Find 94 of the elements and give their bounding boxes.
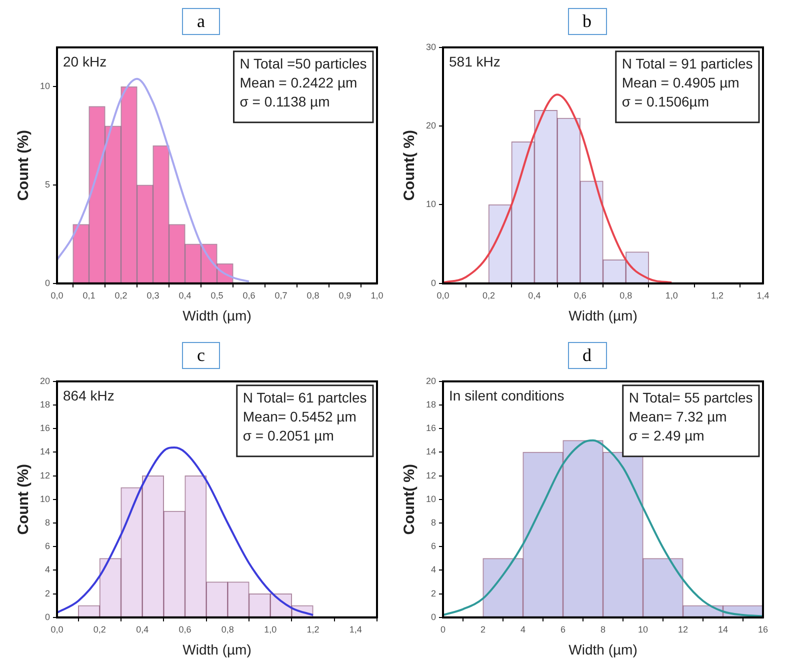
annotation: In silent conditions bbox=[449, 387, 564, 404]
y-tick-label: 14 bbox=[40, 446, 50, 457]
x-tick-label: 14 bbox=[718, 624, 728, 634]
y-tick-label: 0 bbox=[430, 278, 436, 288]
chart-title: d bbox=[568, 342, 606, 369]
y-tick-label: 10 bbox=[40, 81, 50, 92]
y-tick-label: 2 bbox=[430, 588, 436, 598]
annotation: 581 kHz bbox=[449, 53, 500, 70]
y-tick-label: 6 bbox=[44, 541, 50, 552]
x-tick-label: 0,8 bbox=[221, 624, 234, 634]
y-tick-label: 10 bbox=[426, 199, 436, 210]
y-tick-label: 20 bbox=[40, 376, 50, 386]
y-tick-label: 4 bbox=[44, 564, 50, 575]
x-tick-label: 0,6 bbox=[178, 624, 192, 634]
y-tick-label: 16 bbox=[426, 423, 436, 434]
chart-title: a bbox=[182, 8, 220, 35]
x-tick-label: 8 bbox=[600, 624, 606, 634]
x-tick-label: 10 bbox=[638, 624, 648, 634]
x-tick-label: 0,8 bbox=[620, 290, 632, 300]
x-tick-label: 1,4 bbox=[756, 290, 770, 300]
annotation: N Total= 61 partcles bbox=[242, 389, 367, 406]
y-axis-title: Count( %) bbox=[401, 130, 418, 201]
x-tick-label: 0,4 bbox=[178, 290, 192, 300]
x-tick-label: 0,2 bbox=[114, 290, 128, 300]
annotation: σ = 2.49 µm bbox=[628, 427, 704, 444]
y-tick-label: 0 bbox=[44, 278, 50, 288]
annotation: Mean = 0.4905 µm bbox=[622, 74, 740, 90]
x-tick-label: 0,0 bbox=[50, 290, 64, 300]
x-tick-label: 0,7 bbox=[274, 290, 288, 300]
y-tick-label: 8 bbox=[44, 517, 50, 528]
x-tick-label: 2 bbox=[480, 624, 486, 634]
x-tick-label: 0,9 bbox=[338, 290, 352, 300]
y-tick-label: 12 bbox=[40, 470, 50, 480]
y-tick-label: 14 bbox=[426, 446, 436, 457]
x-tick-label: 0,5 bbox=[210, 290, 224, 300]
x-tick-label: 0,8 bbox=[306, 290, 320, 300]
x-tick-label: 16 bbox=[758, 624, 768, 634]
annotation: 20 kHz bbox=[63, 53, 107, 70]
x-tick-label: 0,4 bbox=[528, 290, 541, 300]
annotation: Mean = 0.2422 µm bbox=[240, 74, 358, 90]
annotation: σ = 0.1138 µm bbox=[240, 93, 330, 110]
annotation: Mean= 7.32 µm bbox=[628, 408, 727, 424]
x-axis-title: Width (µm) bbox=[182, 307, 252, 324]
x-tick-label: 12 bbox=[678, 624, 688, 634]
y-axis-title: Count( %) bbox=[401, 464, 418, 535]
y-axis-title: Count (%) bbox=[15, 130, 32, 201]
annotation: N Total= 55 partcles bbox=[628, 389, 753, 406]
x-tick-label: 0,3 bbox=[146, 290, 160, 300]
y-tick-label: 16 bbox=[40, 423, 50, 434]
x-axis-title: Width (µm) bbox=[568, 307, 638, 324]
x-tick-label: 0,2 bbox=[93, 624, 106, 634]
x-axis-title: Width (µm) bbox=[182, 641, 252, 658]
x-tick-label: 0,4 bbox=[136, 624, 149, 634]
y-axis-title: Count (%) bbox=[15, 464, 32, 535]
annotation: σ = 0.2051 µm bbox=[242, 427, 334, 444]
x-tick-label: 6 bbox=[560, 624, 566, 634]
y-tick-label: 4 bbox=[430, 564, 436, 575]
x-tick-label: 0,6 bbox=[242, 290, 256, 300]
y-tick-label: 10 bbox=[426, 494, 436, 504]
chart-title: c bbox=[182, 342, 220, 369]
x-tick-label: 0 bbox=[440, 624, 446, 634]
y-tick-label: 18 bbox=[426, 399, 436, 410]
y-tick-label: 18 bbox=[40, 399, 50, 410]
annotation: 864 kHz bbox=[63, 387, 114, 404]
y-tick-label: 6 bbox=[430, 541, 436, 552]
chart-title: b bbox=[568, 8, 606, 35]
annotation: σ = 0.1506µm bbox=[622, 93, 710, 110]
x-tick-label: 0,2 bbox=[482, 290, 495, 300]
x-tick-label: 0,1 bbox=[82, 290, 96, 300]
x-tick-label: 1,2 bbox=[711, 290, 724, 300]
x-axis-title: Width (µm) bbox=[568, 641, 638, 658]
x-tick-label: 1,0 bbox=[665, 290, 678, 300]
y-tick-label: 2 bbox=[44, 588, 50, 598]
y-tick-label: 12 bbox=[426, 470, 436, 480]
annotation: Mean= 0.5452 µm bbox=[242, 408, 356, 424]
y-tick-label: 0 bbox=[44, 612, 50, 622]
y-tick-label: 8 bbox=[430, 517, 436, 528]
x-tick-label: 1,4 bbox=[349, 624, 362, 634]
annotation: N Total =50 particles bbox=[240, 55, 367, 72]
y-tick-label: 20 bbox=[426, 376, 436, 386]
annotation: N Total = 91 particles bbox=[622, 55, 753, 72]
line-series bbox=[57, 446, 314, 616]
y-tick-label: 30 bbox=[426, 42, 436, 52]
y-tick-label: 0 bbox=[430, 612, 436, 622]
x-tick-label: 1,2 bbox=[306, 624, 320, 634]
y-tick-label: 5 bbox=[44, 180, 50, 190]
x-tick-label: 1,0 bbox=[264, 624, 277, 634]
x-tick-label: 4 bbox=[520, 624, 526, 634]
x-tick-label: 1,0 bbox=[370, 290, 384, 300]
x-tick-label: 0,0 bbox=[436, 290, 450, 300]
y-tick-label: 10 bbox=[40, 494, 50, 504]
y-tick-label: 20 bbox=[426, 120, 436, 131]
x-tick-label: 0,0 bbox=[50, 624, 64, 634]
x-tick-label: 0,6 bbox=[574, 290, 586, 300]
